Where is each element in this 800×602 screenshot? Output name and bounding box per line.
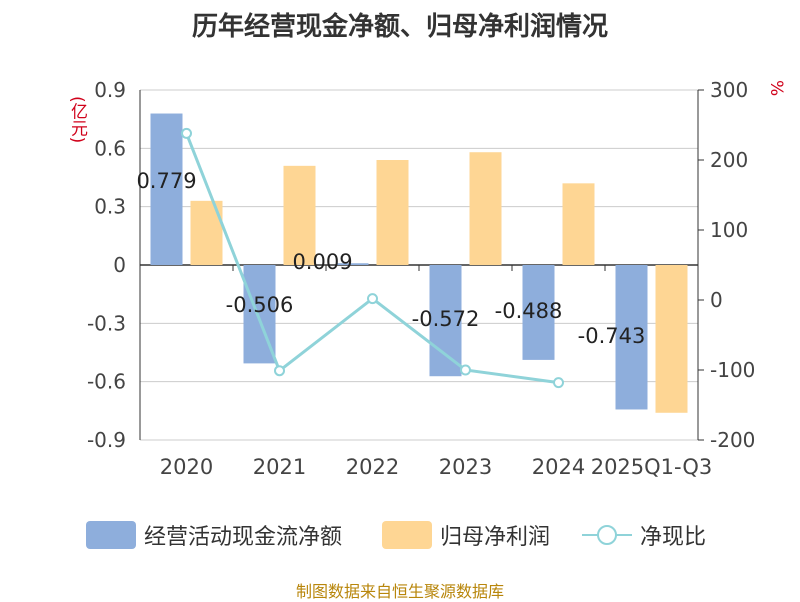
bar-cashflow [615, 265, 648, 410]
legend-label-cashflow: 经营活动现金流净额 [144, 525, 343, 550]
data-label-cashflow: -0.572 [412, 307, 480, 331]
legend-swatch-ratio [582, 521, 632, 549]
x-tick-label: 2024 [532, 455, 585, 479]
bar-cashflow [522, 265, 555, 360]
right-tick-label: 200 [710, 148, 748, 172]
legend-swatch-profit [382, 521, 432, 549]
ratio-point [367, 293, 378, 305]
left-tick-label: 0.6 [94, 136, 126, 160]
left-tick-label: -0.9 [87, 428, 126, 452]
left-tick-label: 0.9 [94, 78, 126, 102]
legend-swatch-cashflow [86, 521, 136, 549]
bar-cashflow [150, 113, 183, 266]
right-axis-unit: % [766, 80, 786, 97]
data-label-cashflow: -0.506 [226, 293, 294, 317]
bar-profit [562, 183, 595, 265]
legend-item-cashflow[interactable]: 经营活动现金流净额 [86, 518, 342, 552]
left-tick-label: 0 [113, 253, 126, 277]
right-tick-label: 100 [710, 218, 748, 242]
chart-title: 历年经营现金净额、归母净利润情况 [191, 12, 608, 42]
data-label-cashflow: -0.743 [578, 324, 646, 348]
x-tick-label: 2021 [253, 455, 306, 479]
right-tick-label: -100 [710, 358, 755, 382]
ratio-point [181, 127, 192, 139]
x-tick-label: 2025Q1-Q3 [591, 455, 713, 479]
legend-label-profit: 归母净利润 [440, 525, 551, 550]
bar-profit [469, 152, 502, 265]
left-tick-label: -0.3 [87, 311, 126, 335]
ratio-line [185, 132, 559, 385]
data-source-note: 制图数据来自恒生聚源数据库 [295, 582, 504, 601]
legend-item-profit[interactable]: 归母净利润 [382, 518, 550, 552]
ratio-point [274, 365, 285, 377]
bar-profit [283, 165, 316, 265]
right-tick-label: -200 [710, 428, 755, 452]
left-tick-label: -0.6 [87, 370, 126, 394]
data-label-cashflow: -0.488 [495, 299, 563, 323]
bar-cashflow [336, 263, 369, 265]
legend-item-ratio[interactable]: 净现比 [582, 518, 706, 552]
right-tick-label: 0 [710, 288, 723, 312]
ratio-point [460, 364, 471, 376]
bar-profit [376, 160, 409, 265]
legend-label-ratio: 净现比 [640, 525, 707, 550]
x-tick-label: 2022 [346, 455, 399, 479]
bar-profit [655, 265, 688, 413]
data-label-cashflow: 0.009 [292, 250, 352, 274]
ratio-point [553, 377, 564, 389]
x-tick-label: 2023 [439, 455, 492, 479]
left-tick-label: 0.3 [94, 195, 126, 219]
left-axis-unit: (亿元) [67, 96, 87, 144]
data-label-cashflow: 0.779 [136, 169, 196, 193]
x-tick-label: 2020 [160, 455, 213, 479]
bar-cashflow [429, 265, 462, 377]
right-tick-label: 300 [710, 78, 748, 102]
chart-legend: 经营活动现金流净额 归母净利润 净现比 [0, 518, 800, 552]
